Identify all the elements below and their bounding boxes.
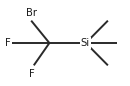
Text: F: F [29,69,34,79]
Text: Br: Br [26,8,37,18]
Text: Si: Si [81,38,90,48]
Text: F: F [5,38,11,48]
